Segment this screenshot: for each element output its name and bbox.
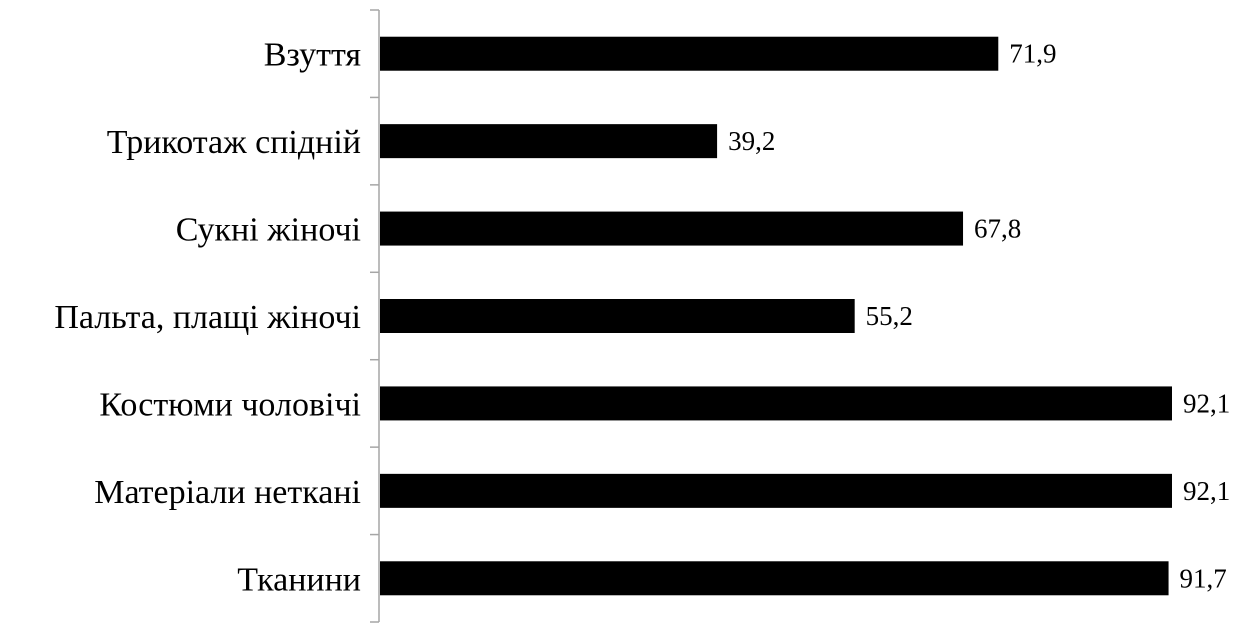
category-label: Сукні жіночі — [176, 212, 361, 249]
bar — [380, 36, 999, 71]
value-label: 91,7 — [1180, 563, 1227, 593]
category-label: Костюми чоловічі — [99, 386, 361, 423]
value-label: 39,2 — [728, 126, 775, 156]
category-label: Пальта, плащі жіночі — [54, 299, 361, 336]
category-labels: Взуття Трикотаж спідній Сукні жіночі Пальта… — [54, 37, 361, 599]
bar — [380, 473, 1172, 508]
bar — [380, 299, 855, 333]
bar — [380, 211, 964, 246]
value-label: 71,9 — [1009, 39, 1056, 69]
value-label: 92,1 — [1183, 476, 1230, 506]
category-label: Тканини — [237, 561, 361, 598]
value-labels: 71,9 39,2 67,8 55,2 92,1 92,1 91,7 — [728, 39, 1230, 594]
value-label: 92,1 — [1183, 388, 1230, 418]
bar — [380, 124, 718, 159]
bars — [380, 36, 1172, 596]
category-axis — [370, 9, 380, 623]
category-label: Трикотаж спідній — [107, 124, 361, 161]
category-label: Взуття — [264, 37, 362, 74]
value-label: 67,8 — [974, 214, 1021, 244]
bar — [380, 561, 1169, 596]
bar — [380, 386, 1172, 421]
category-label: Матеріали неткані — [94, 474, 361, 511]
value-label: 55,2 — [866, 301, 913, 331]
